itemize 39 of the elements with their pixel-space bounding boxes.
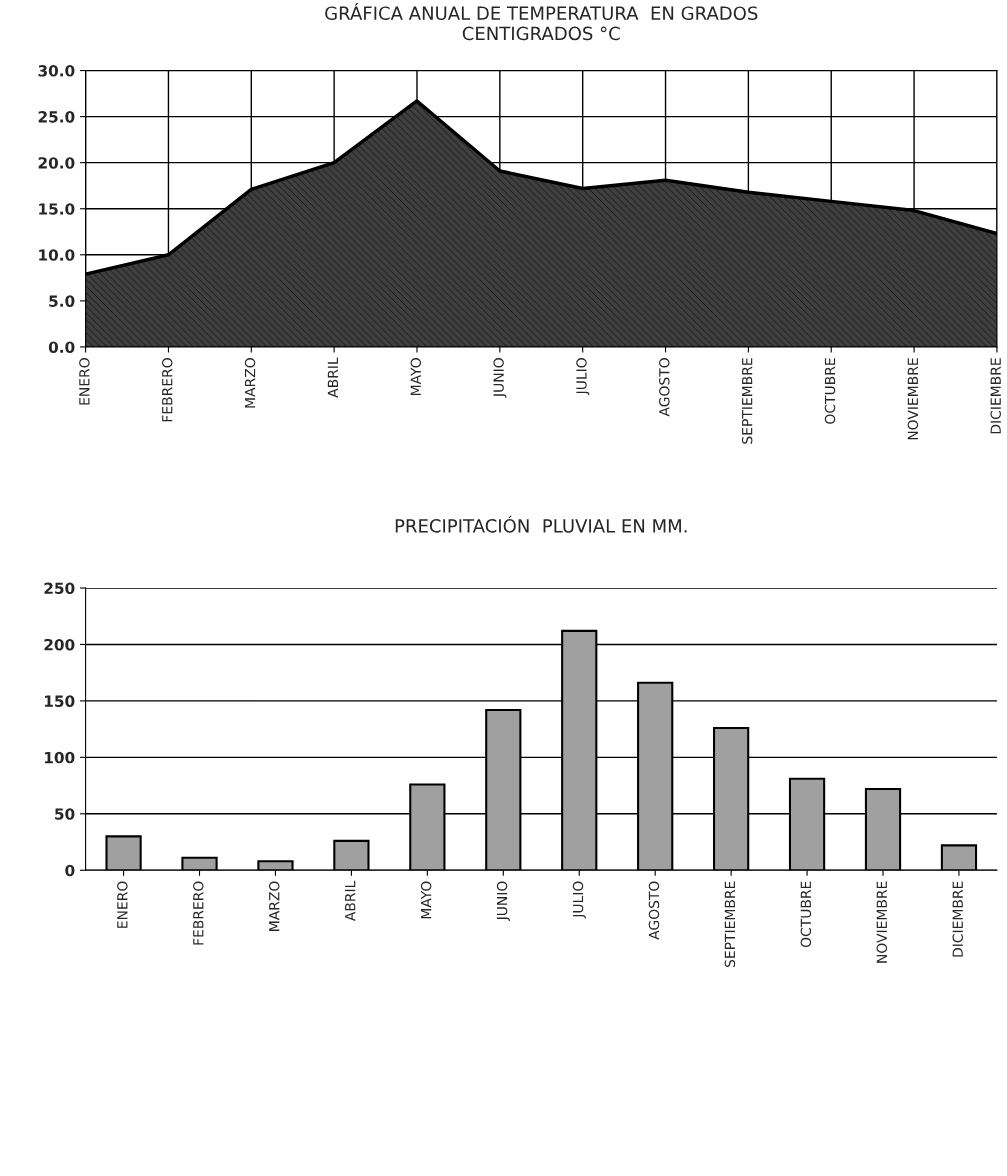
x-tick-label: OCTUBRE — [800, 881, 812, 948]
y-tick-label: 200 — [44, 638, 75, 651]
x-tick-label: FEBRERO — [161, 358, 173, 422]
x-tick-label: DICIEMBRE — [952, 881, 963, 957]
y-tick-label: 30.0 — [38, 65, 75, 77]
x-tick-label: ABRIL — [345, 880, 356, 922]
x-tick-label: SEPTIEMBRE — [741, 358, 753, 444]
x-tick-label: MARZO — [268, 881, 280, 931]
x-tick-label: FEBRERO — [193, 881, 204, 945]
x-tick-label: ABRIL — [327, 357, 338, 398]
y-tick-label: 250 — [44, 582, 75, 595]
y-tick-label: 50 — [55, 808, 75, 820]
x-tick-label: MAYO — [420, 881, 432, 919]
x-tick-label: MARZO — [244, 358, 256, 408]
x-tick-label: AGOSTO — [659, 358, 670, 417]
x-tick-label: JULIO — [576, 358, 590, 396]
x-tick-label: ENERO — [79, 358, 90, 405]
y-tick-label: 100 — [45, 751, 75, 764]
x-tick-label: AGOSTO — [648, 881, 660, 940]
y-tick-label: 10.0 — [39, 249, 75, 261]
x-tick-label: ENERO — [117, 881, 128, 928]
y-tick-label: 150 — [45, 695, 75, 707]
y-tick-label: 0 — [65, 864, 75, 877]
x-tick-label: JUNIO — [496, 881, 510, 922]
chart-title: PRECIPITACIÓN PLUVIAL EN MM. — [395, 515, 687, 533]
x-tick-label: DICIEMBRE — [990, 358, 1001, 434]
x-tick-label: MAYO — [410, 358, 422, 396]
y-tick-label: 25.0 — [38, 111, 75, 123]
x-tick-label: JULIO — [572, 881, 586, 919]
y-tick-label: 15.0 — [39, 203, 75, 215]
chart-title: GRÁFICA ANUAL DE TEMPERATURA EN GRADOS CENTIGRADOS °C — [325, 3, 758, 41]
x-tick-label: NOVIEMBRE — [907, 358, 919, 440]
x-tick-label: JUNIO — [493, 358, 507, 398]
x-tick-label: NOVIEMBRE — [876, 881, 888, 963]
x-tick-label: OCTUBRE — [824, 358, 836, 424]
y-tick-label: 20.0 — [38, 157, 75, 169]
x-tick-label: SEPTIEMBRE — [724, 881, 736, 967]
y-tick-label: 0.0 — [48, 341, 75, 353]
y-tick-label: 5.0 — [49, 295, 75, 307]
